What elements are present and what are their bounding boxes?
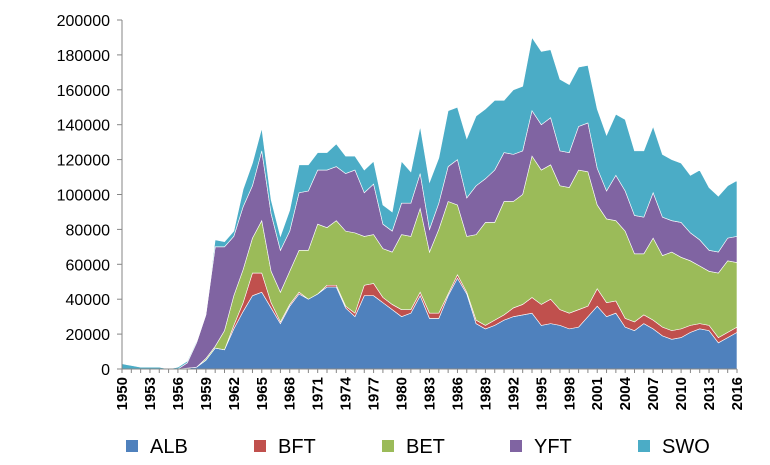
x-tick-label: 1962 (226, 377, 243, 410)
x-tick-label: 2004 (617, 376, 634, 410)
x-tick-label: 1986 (450, 377, 467, 410)
x-tick-label: 2016 (729, 377, 746, 410)
x-tick-label: 1956 (170, 377, 187, 410)
legend-label: BFT (278, 436, 316, 458)
legend: ALB BFT BET YFT SWO (126, 436, 710, 458)
y-tick-label: 140000 (57, 118, 110, 135)
x-tick-label: 1971 (310, 377, 327, 410)
y-tick-label: 40000 (66, 292, 111, 309)
legend-swatch (254, 440, 266, 452)
x-tick-label: 1998 (561, 377, 578, 410)
x-tick-label: 2013 (701, 377, 718, 410)
legend-label: SWO (662, 436, 710, 458)
x-axis-ticks: 1950 1953 1956 1959 1962 1965 1968 1971 1974 1977… (114, 369, 746, 410)
y-axis-ticks: 0 20000 40000 60000 80000 100000 120000 140000 1… (57, 13, 122, 379)
legend-label: ALB (150, 436, 188, 458)
x-tick-label: 1953 (142, 377, 159, 410)
y-tick-label: 20000 (66, 327, 111, 344)
y-tick-label: 80000 (66, 222, 111, 239)
y-tick-label: 160000 (57, 83, 110, 100)
y-tick-label: 120000 (57, 153, 110, 170)
x-tick-label: 1995 (533, 377, 550, 410)
legend-item-bft: BFT (254, 436, 316, 458)
x-tick-label: 1992 (505, 377, 522, 410)
legend-item-alb: ALB (126, 436, 188, 458)
x-tick-label: 1977 (366, 377, 383, 410)
stacked-areas (121, 36, 738, 370)
legend-item-yft: YFT (510, 436, 572, 458)
legend-swatch (382, 440, 394, 452)
x-tick-label: 1974 (338, 376, 355, 410)
y-tick-label: 200000 (57, 13, 110, 30)
legend-swatch (638, 440, 650, 452)
x-tick-label: 1968 (282, 377, 299, 410)
x-tick-label: 1950 (114, 377, 131, 410)
legend-label: BET (406, 436, 445, 458)
legend-swatch (126, 440, 138, 452)
x-tick-label: 2001 (589, 377, 606, 410)
x-tick-label: 1983 (422, 377, 439, 410)
y-tick-label: 60000 (66, 257, 111, 274)
legend-item-swo: SWO (638, 436, 710, 458)
y-tick-label: 100000 (57, 188, 110, 205)
x-tick-label: 2010 (673, 377, 690, 410)
x-tick-label: 1980 (394, 377, 411, 410)
y-tick-label: 0 (101, 362, 110, 379)
x-tick-label: 2007 (645, 377, 662, 410)
x-tick-label: 1959 (198, 377, 215, 410)
legend-item-bet: BET (382, 436, 445, 458)
legend-swatch (510, 440, 522, 452)
legend-label: YFT (534, 436, 572, 458)
x-tick-label: 1965 (254, 377, 271, 410)
y-tick-label: 180000 (57, 48, 110, 65)
area-series-swo (121, 36, 738, 370)
x-tick-label: 1989 (477, 377, 494, 410)
